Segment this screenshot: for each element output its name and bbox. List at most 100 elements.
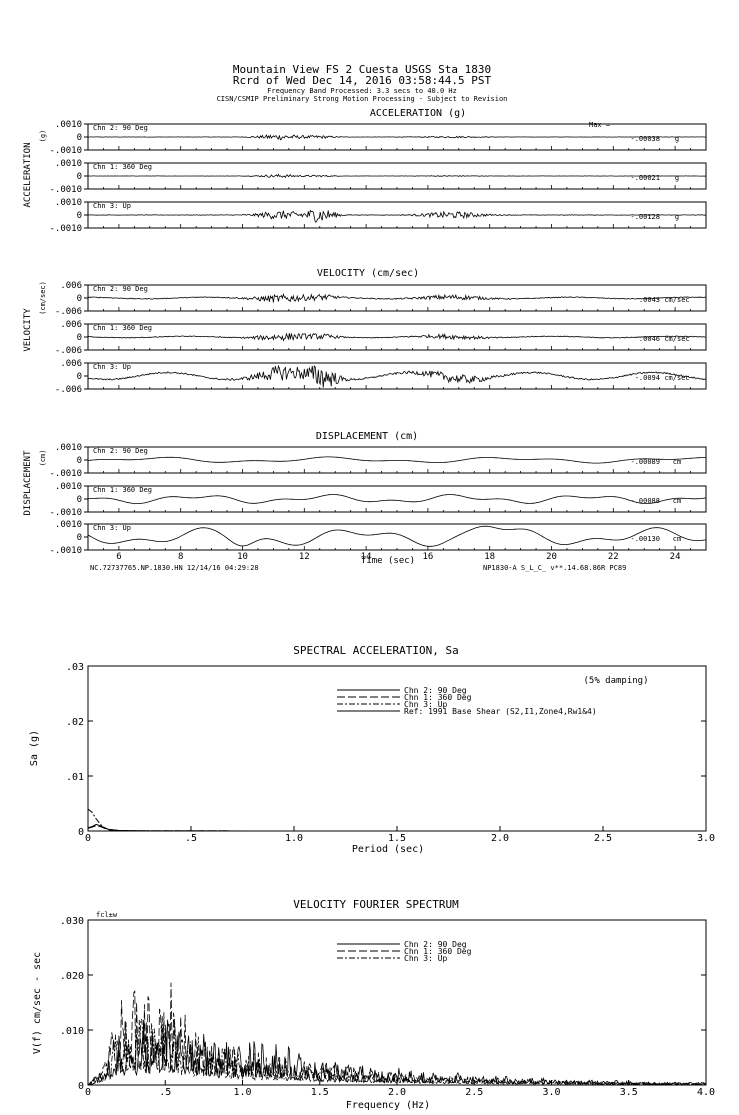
sa-damping-annotation: (5% damping) (583, 676, 648, 686)
waveform-line (87, 525, 707, 547)
channel-name: Chn 3: Up (93, 202, 131, 210)
strip-ytick-label: -.006 (55, 385, 82, 395)
channel-max-value: -.00089 (630, 458, 660, 466)
xtick-label: 0 (85, 833, 91, 844)
channel-name: Chn 1: 360 Deg (93, 324, 152, 332)
xtick-label: .5 (185, 833, 197, 844)
xtick-label: 4.0 (697, 1087, 715, 1098)
strip-ytick-label: .006 (60, 359, 82, 369)
time-xtick-label: 14 (361, 552, 372, 562)
channel-max-value: -.0094 (635, 374, 660, 382)
strip-ytick-label: -.0010 (49, 185, 82, 195)
waveform-line (87, 332, 707, 342)
channel-max-value: -.00038 (630, 135, 660, 143)
header-line1: Mountain View FS 2 Cuesta USGS Sta 1830 (233, 63, 491, 76)
sa-lines (87, 808, 295, 832)
strip-ytick-label: .0010 (55, 443, 82, 453)
strip-ytick-label: -.006 (55, 307, 82, 317)
channel-max-value: -.00128 (630, 213, 660, 221)
displacement-panel: DISPLACEMENT (cm) DISPLACEMENT (cm) Time… (23, 431, 707, 566)
channel-max-value: .0046 (639, 335, 660, 343)
strip-ytick-label: 0 (77, 333, 82, 343)
waveform-line (88, 173, 706, 179)
channel-name: Chn 3: Up (93, 524, 131, 532)
channel-unit: cm/sec (664, 296, 689, 304)
velocity-side-label: VELOCITY (23, 308, 33, 352)
header-line2: Rcrd of Wed Dec 14, 2016 03:58:44.5 PST (233, 74, 492, 87)
strip-ytick-label: .0010 (55, 120, 82, 130)
xtick-label: 2.0 (388, 1087, 406, 1098)
ytick-label: .01 (66, 772, 84, 783)
ytick-label: .020 (60, 971, 84, 982)
time-xtick-label: 8 (178, 552, 183, 562)
time-xtick-label: 18 (484, 552, 495, 562)
xtick-label: 3.0 (542, 1087, 560, 1098)
strip-ytick-label: .0010 (55, 482, 82, 492)
velocity-title: VELOCITY (cm/sec) (317, 268, 419, 279)
header-line3: Frequency Band Processed: 3.3 secs to 40… (267, 87, 457, 95)
ytick-label: .03 (66, 662, 84, 673)
acceleration-title: ACCELERATION (g) (370, 108, 466, 119)
header: Mountain View FS 2 Cuesta USGS Sta 1830 … (217, 63, 508, 103)
strip-ytick-label: 0 (77, 456, 82, 466)
footer-left: NC.72737765.NP.1830.HN 12/14/16 04:29:28 (90, 564, 259, 572)
channel-unit: g (675, 135, 679, 143)
velocity-panel: VELOCITY (cm/sec) VELOCITY (cm/sec) .006… (23, 268, 707, 395)
acceleration-side-label: ACCELERATION (23, 142, 33, 207)
time-xtick-label: 6 (116, 552, 121, 562)
strip-ytick-label: 0 (77, 495, 82, 505)
waveform-line (87, 134, 707, 141)
fs-xlabel: Frequency (Hz) (346, 1100, 430, 1111)
legend-label: Chn 1: 360 Deg (404, 947, 472, 956)
time-xtick-label: 20 (546, 552, 557, 562)
xtick-label: 3.5 (620, 1087, 638, 1098)
fs-ticks: 0 .5 1.0 1.5 2.0 2.5 3.0 3.5 4.0 .030 .020 .010 0 (60, 916, 715, 1098)
fs-corner-label: fcl±w (96, 911, 118, 919)
strip-ytick-label: -.006 (55, 346, 82, 356)
channel-unit: g (675, 213, 679, 221)
sa-plot-frame (87, 665, 707, 832)
channel-name: Chn 2: 90 Deg (93, 124, 148, 132)
ytick-label: .02 (66, 717, 84, 728)
channel-name: Chn 3: Up (93, 363, 131, 371)
sa-series-line (87, 808, 295, 832)
strip-ytick-label: 0 (77, 133, 82, 143)
fs-series-line (87, 1019, 707, 1086)
displacement-title: DISPLACEMENT (cm) (316, 431, 418, 442)
channel-name: Chn 1: 360 Deg (93, 163, 152, 171)
strip-ytick-label: 0 (77, 533, 82, 543)
ytick-label: .010 (60, 1026, 84, 1037)
acceleration-panel: ACCELERATION (g) ACCELERATION (g) Max = … (23, 108, 707, 234)
channel-name: Chn 2: 90 Deg (93, 447, 148, 455)
strip-ytick-label: -.0010 (49, 508, 82, 518)
channel-unit: cm (673, 497, 681, 505)
channel-max-value: -.00021 (630, 174, 660, 182)
strip-ytick-label: .0010 (55, 159, 82, 169)
strip-ytick-label: -.0010 (49, 469, 82, 479)
time-axis-label: Time (sec) (361, 556, 415, 566)
strip-ytick-label: -.0010 (49, 546, 82, 556)
spectral-acceleration-chart: SPECTRAL ACCELERATION, Sa (5% damping) S… (29, 644, 715, 855)
time-xtick-label: 16 (422, 552, 433, 562)
xtick-label: 2.0 (491, 833, 509, 844)
xtick-label: 1.5 (311, 1087, 329, 1098)
acceleration-max-prefix: Max = (589, 121, 610, 129)
ytick-label: 0 (78, 1081, 84, 1092)
time-xtick-label: 22 (608, 552, 619, 562)
strip-ytick-label: -.0010 (49, 224, 82, 234)
fs-plot-frame (87, 919, 707, 1086)
legend-label: Ref: 1991 Base Shear (S2,I1,Zone4,Rw1&4) (404, 707, 597, 716)
sa-xlabel: Period (sec) (352, 844, 424, 855)
displacement-side-unit: (cm) (39, 450, 47, 467)
displacement-side-label: DISPLACEMENT (23, 450, 33, 516)
channel-unit: g (675, 174, 679, 182)
velocity-fourier-spectrum-chart: VELOCITY FOURIER SPECTRUM fcl±w V(f) cm/… (32, 898, 715, 1111)
strip-ytick-label: .0010 (55, 198, 82, 208)
channel-unit: cm/sec (664, 335, 689, 343)
strip-ytick-label: 0 (77, 372, 82, 382)
legend-label: Chn 2: 90 Deg (404, 940, 467, 949)
strip-ytick-label: -.0010 (49, 146, 82, 156)
sa-ticks: 0 .5 1.0 1.5 2.0 2.5 3.0 .03 .02 .01 0 (66, 662, 715, 844)
ytick-label: .030 (60, 916, 84, 927)
xtick-label: 1.0 (285, 833, 303, 844)
